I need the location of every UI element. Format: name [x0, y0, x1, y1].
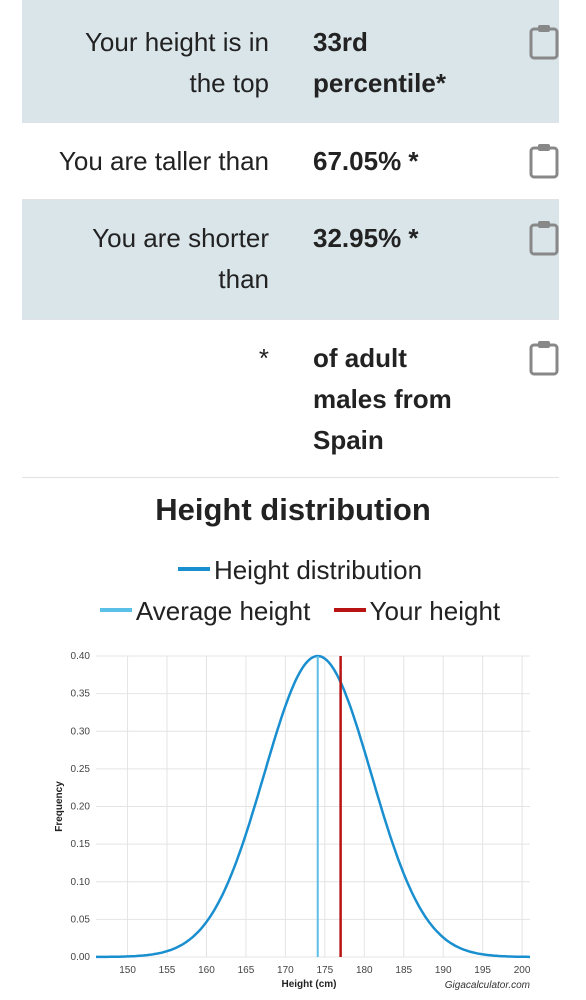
percentile-label: Your height is in the top: [84, 27, 269, 98]
taller-than-label: You are taller than: [58, 146, 269, 176]
y-tick-label: 0.15: [71, 839, 91, 850]
percentile-value: 33rd percentile*: [313, 27, 446, 98]
y-tick-label: 0.30: [71, 726, 91, 737]
x-tick-label: 195: [474, 965, 491, 976]
legend-swatch-distribution: [177, 567, 210, 572]
chart-title: Height distribution: [155, 492, 431, 527]
y-axis-label: Frequency: [54, 781, 65, 832]
clipboard-icon[interactable]: [529, 220, 559, 256]
clipboard-icon[interactable]: [529, 340, 559, 376]
height-distribution-chart: 0.00 0.05 0.10 0.15 0.20 0.25 0.30 0.35 0.40 150 1…: [54, 651, 531, 991]
legend-label-your-height: Your height: [369, 596, 501, 626]
x-tick-label: 190: [435, 965, 452, 976]
clipboard-icon[interactable]: [529, 24, 559, 60]
taller-than-row: You are taller than 67.05% *: [22, 123, 559, 200]
footnote-marker: *: [258, 343, 269, 373]
y-tick-label: 0.25: [71, 764, 91, 775]
x-tick-label: 175: [316, 965, 333, 976]
y-tick-label: 0.00: [71, 952, 91, 963]
x-axis-label: Height (cm): [282, 979, 337, 990]
chart-credit: Gigacalculator.com: [445, 980, 530, 991]
shorter-than-value: 32.95% *: [313, 223, 419, 253]
legend-label-distribution: Height distribution: [213, 555, 423, 585]
legend-label-average: Average height: [135, 596, 311, 626]
clipboard-icon[interactable]: [529, 143, 559, 179]
taller-than-value: 67.05% *: [313, 146, 419, 176]
x-tick-label: 180: [356, 965, 373, 976]
shorter-than-label: You are shorter than: [92, 223, 269, 294]
x-tick-label: 155: [159, 965, 176, 976]
x-tick-label: 165: [238, 965, 255, 976]
shorter-than-row: You are shorter than 32.95% *: [22, 200, 559, 320]
distribution-curve: [96, 654, 530, 959]
y-tick-label: 0.35: [71, 689, 91, 700]
legend-item-your-height[interactable]: Your height: [333, 591, 501, 632]
legend-swatch-your-height: [333, 608, 366, 613]
legend-item-average[interactable]: Average height: [99, 591, 311, 632]
y-tick-label: 0.05: [71, 914, 91, 925]
legend-item-distribution[interactable]: Height distribution: [177, 550, 423, 591]
population-value: of adult males from Spain: [313, 343, 452, 455]
population-row: * of adult males from Spain: [22, 320, 559, 478]
x-tick-label: 200: [514, 965, 531, 976]
percentile-row: Your height is in the top 33rd percentil…: [22, 0, 559, 123]
y-tick-label: 0.40: [71, 651, 91, 662]
x-tick-label: 170: [277, 965, 294, 976]
y-tick-label: 0.10: [71, 877, 91, 888]
x-tick-label: 185: [395, 965, 412, 976]
y-tick-label: 0.20: [71, 802, 91, 813]
legend-swatch-average: [99, 608, 132, 613]
x-tick-label: 160: [198, 965, 215, 976]
x-tick-label: 150: [119, 965, 136, 976]
results-table: Your height is in the top 33rd percentil…: [22, 0, 559, 478]
chart-legend: Height distribution Average height Your h…: [60, 550, 540, 632]
